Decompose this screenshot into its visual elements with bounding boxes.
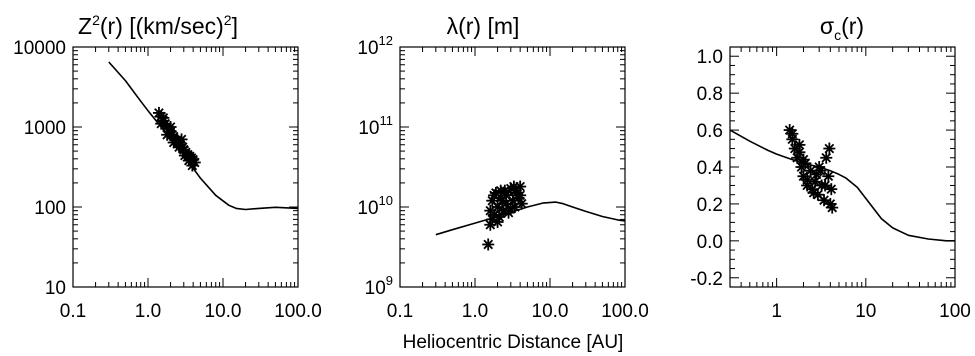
data-point <box>826 201 839 214</box>
x-tick-label: 100.0 <box>274 301 322 322</box>
data-point <box>482 238 495 251</box>
y-tick-label: 1011 <box>358 113 393 139</box>
y-tick-label: 1010 <box>357 193 393 219</box>
x-tick-label: 10.0 <box>205 301 242 322</box>
data-point <box>793 138 806 151</box>
panel-z2-frame <box>72 46 299 288</box>
panel-sigma-marks <box>729 124 955 242</box>
y-tick-label: 100 <box>34 198 66 219</box>
y-tick-label: 10000 <box>13 38 66 59</box>
data-point <box>810 168 823 181</box>
model-curve <box>108 61 299 211</box>
panel-sigma-ticks: 1 10 100 -0.2 0.0 0.2 0.4 0.6 0.8 1.0 <box>690 47 971 322</box>
x-tick-label: 10 <box>855 301 876 322</box>
x-tick-label: 1.0 <box>135 301 161 322</box>
y-tick-label: 1000 <box>24 118 66 139</box>
data-point <box>515 197 528 210</box>
x-tick-label: 10.0 <box>532 301 569 322</box>
data-point <box>175 133 188 146</box>
x-tick-label: 0.1 <box>387 301 413 322</box>
panel-lambda-ticks: 0.1 1.0 10.0 100.0 109 1010 1011 1012 <box>357 33 648 322</box>
panel-lambda-title: λ(r) [m] <box>447 13 520 39</box>
panel-sigma: σc(r) 1 10 100 -0.2 0.0 0.2 0.4 0.6 0.8 1.0 <box>690 13 971 322</box>
panel-z2-title: Z2(r) [(km/sec)2] <box>78 12 238 39</box>
panel-lambda-frame <box>399 46 626 288</box>
y-tick-label: 109 <box>365 273 393 299</box>
x-tick-label: 100.0 <box>601 301 649 322</box>
data-point <box>186 159 199 172</box>
panel-sigma-title: σc(r) <box>820 13 864 43</box>
data-point <box>494 184 507 197</box>
y-tick-label: 0.0 <box>697 232 723 253</box>
y-tick-label: 1.0 <box>697 47 723 68</box>
x-axis-label: Heliocentric Distance [AU] <box>403 332 624 353</box>
data-point <box>507 180 520 193</box>
data-point <box>514 189 527 202</box>
model-curve <box>729 129 955 242</box>
data-point <box>504 202 517 215</box>
x-tick-label: 1.0 <box>462 301 488 322</box>
data-point <box>825 183 838 196</box>
data-point <box>797 153 810 166</box>
y-tick-label: 0.4 <box>697 158 724 179</box>
data-point <box>173 141 186 154</box>
data-point <box>164 121 177 133</box>
panel-sigma-frame <box>729 46 956 288</box>
data-point <box>822 170 835 183</box>
data-point <box>491 215 504 228</box>
data-point <box>823 142 836 155</box>
x-tick-label: 100 <box>939 301 971 322</box>
panel-z2-marks <box>108 61 299 211</box>
data-point <box>488 189 501 202</box>
x-tick-label: 0.1 <box>60 301 86 322</box>
data-point <box>484 204 497 217</box>
data-point <box>786 127 799 140</box>
y-tick-label: 10 <box>45 278 66 299</box>
x-tick-label: 1 <box>771 301 782 322</box>
model-curve <box>435 201 626 236</box>
y-tick-label: 1012 <box>357 33 393 59</box>
data-point <box>820 151 833 164</box>
data-point <box>157 111 170 124</box>
y-tick-label: 0.6 <box>697 121 723 142</box>
y-tick-label: -0.2 <box>690 269 723 290</box>
data-point <box>486 213 499 226</box>
panel-lambda-marks <box>435 180 626 251</box>
data-point <box>807 186 820 199</box>
data-point <box>801 173 814 186</box>
panel-z2-ticks: 0.1 1.0 10.0 100.0 10 100 1000 10000 <box>13 38 322 322</box>
y-tick-label: 0.2 <box>697 195 723 216</box>
panel-lambda: λ(r) [m] 0.1 1.0 10.0 100.0 109 1010 1011 1012 <box>357 13 648 322</box>
panel-z2: Z2(r) [(km/sec)2] 0.1 1.0 10.0 100.0 10 100 10… <box>13 12 322 322</box>
y-tick-label: 0.8 <box>697 84 723 105</box>
data-point <box>793 146 806 159</box>
